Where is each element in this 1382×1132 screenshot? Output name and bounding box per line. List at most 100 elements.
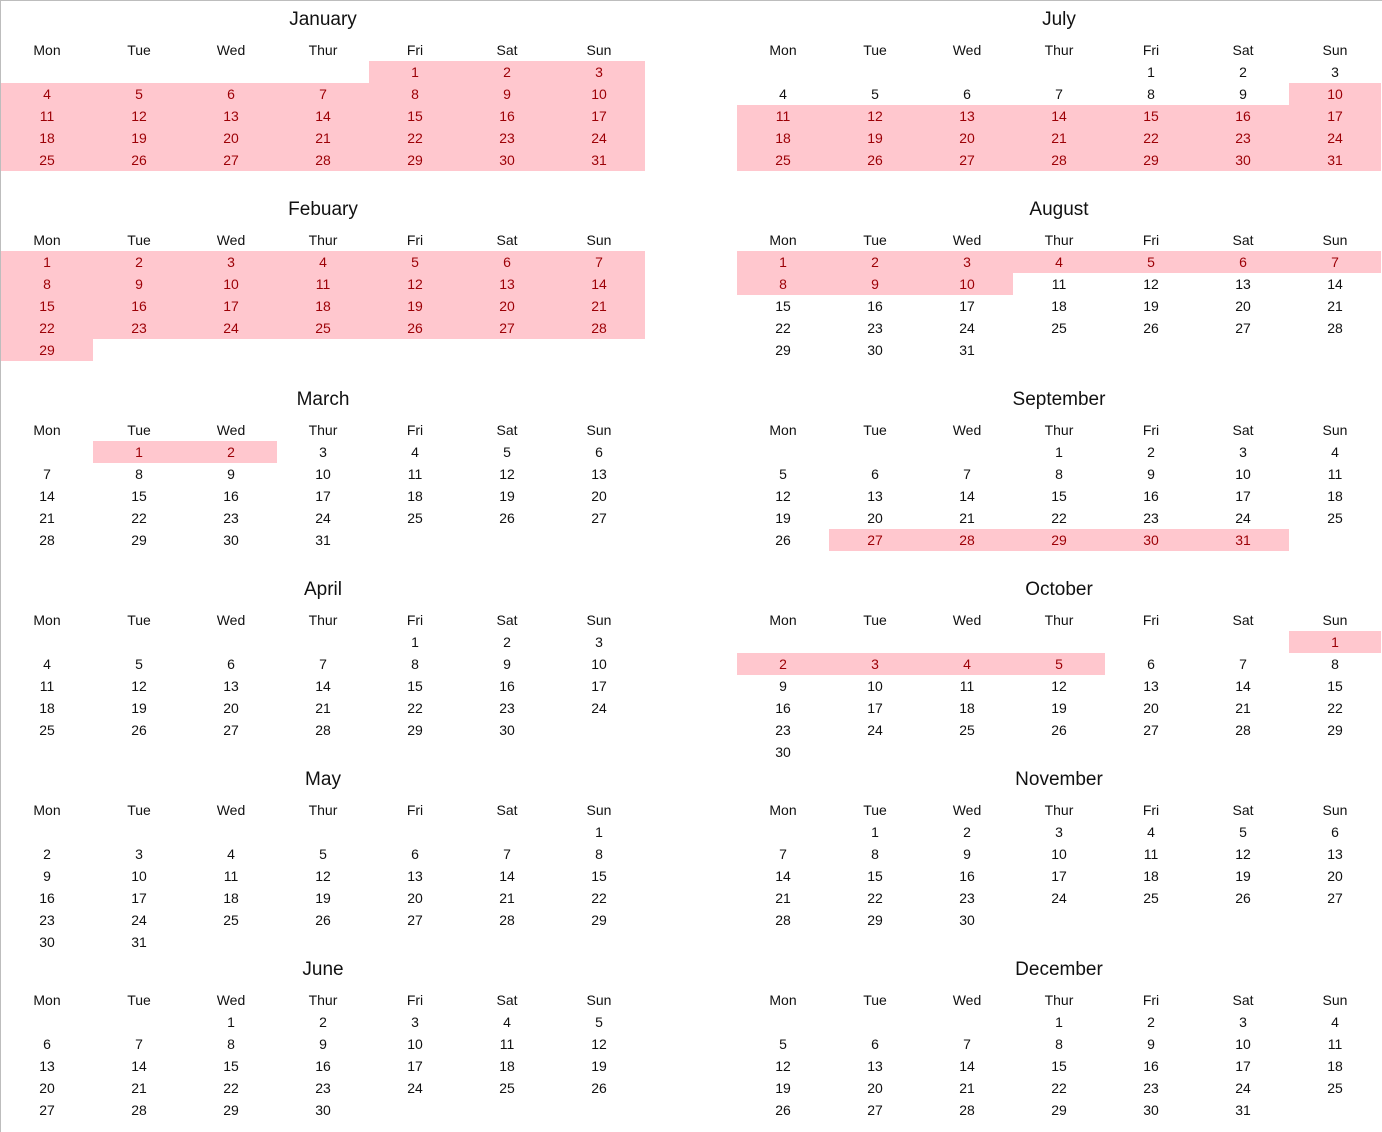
day-cell[interactable]: 18 (407, 488, 423, 504)
day-cell[interactable]: 8 (1055, 466, 1063, 482)
day-cell[interactable]: 13 (921, 105, 1013, 127)
day-cell[interactable]: 6 (1197, 251, 1289, 273)
day-cell[interactable]: 1 (1055, 1014, 1063, 1030)
day-cell[interactable]: 25 (39, 722, 55, 738)
day-cell[interactable]: 11 (1327, 466, 1343, 482)
day-cell[interactable]: 26 (775, 532, 791, 548)
day-cell[interactable]: 9 (963, 846, 971, 862)
day-cell[interactable]: 15 (407, 678, 423, 694)
day-cell[interactable]: 23 (39, 912, 55, 928)
day-cell[interactable]: 14 (553, 273, 645, 295)
day-cell[interactable]: 10 (1235, 466, 1251, 482)
day-cell[interactable]: 27 (1235, 320, 1251, 336)
day-cell[interactable]: 16 (959, 868, 975, 884)
day-cell[interactable]: 31 (131, 934, 147, 950)
day-cell[interactable]: 27 (39, 1102, 55, 1118)
day-cell[interactable]: 27 (921, 149, 1013, 171)
day-cell[interactable]: 18 (499, 1058, 515, 1074)
day-cell[interactable]: 21 (1327, 298, 1343, 314)
day-cell[interactable]: 10 (867, 678, 883, 694)
day-cell[interactable]: 17 (867, 700, 883, 716)
day-cell[interactable]: 6 (411, 846, 419, 862)
day-cell[interactable]: 25 (499, 1080, 515, 1096)
day-cell[interactable]: 9 (503, 656, 511, 672)
day-cell[interactable]: 24 (1235, 510, 1251, 526)
day-cell[interactable]: 11 (407, 466, 423, 482)
day-cell[interactable]: 26 (93, 149, 185, 171)
day-cell[interactable]: 3 (411, 1014, 419, 1030)
day-cell[interactable]: 30 (1143, 1102, 1159, 1118)
day-cell[interactable]: 3 (319, 444, 327, 460)
day-cell[interactable]: 23 (461, 127, 553, 149)
day-cell[interactable]: 3 (135, 846, 143, 862)
day-cell[interactable]: 30 (959, 912, 975, 928)
day-cell[interactable]: 6 (43, 1036, 51, 1052)
day-cell[interactable]: 8 (135, 466, 143, 482)
day-cell[interactable]: 11 (1327, 1036, 1343, 1052)
day-cell[interactable]: 3 (829, 653, 921, 675)
day-cell[interactable]: 6 (1331, 824, 1339, 840)
day-cell[interactable]: 17 (553, 105, 645, 127)
day-cell[interactable]: 7 (277, 83, 369, 105)
day-cell[interactable]: 16 (39, 890, 55, 906)
day-cell[interactable]: 23 (315, 1080, 331, 1096)
day-cell[interactable]: 10 (553, 83, 645, 105)
day-cell[interactable]: 12 (93, 105, 185, 127)
day-cell[interactable]: 20 (39, 1080, 55, 1096)
day-cell[interactable]: 24 (553, 127, 645, 149)
day-cell[interactable]: 9 (829, 273, 921, 295)
day-cell[interactable]: 27 (223, 722, 239, 738)
day-cell[interactable]: 4 (921, 653, 1013, 675)
day-cell[interactable]: 21 (499, 890, 515, 906)
day-cell[interactable]: 13 (1327, 846, 1343, 862)
day-cell[interactable]: 1 (595, 824, 603, 840)
day-cell[interactable]: 27 (185, 149, 277, 171)
day-cell[interactable]: 14 (1235, 678, 1251, 694)
day-cell[interactable]: 20 (1327, 868, 1343, 884)
day-cell[interactable]: 27 (461, 317, 553, 339)
day-cell[interactable]: 14 (39, 488, 55, 504)
day-cell[interactable]: 21 (959, 510, 975, 526)
day-cell[interactable]: 22 (1105, 127, 1197, 149)
day-cell[interactable]: 14 (775, 868, 791, 884)
day-cell[interactable]: 16 (223, 488, 239, 504)
day-cell[interactable]: 24 (867, 722, 883, 738)
day-cell[interactable]: 11 (1051, 276, 1067, 292)
day-cell[interactable]: 4 (277, 251, 369, 273)
day-cell[interactable]: 28 (499, 912, 515, 928)
day-cell[interactable]: 4 (43, 656, 51, 672)
day-cell[interactable]: 1 (411, 634, 419, 650)
day-cell[interactable]: 24 (591, 700, 607, 716)
day-cell[interactable]: 18 (1327, 488, 1343, 504)
day-cell[interactable]: 27 (829, 529, 921, 551)
day-cell[interactable]: 4 (411, 444, 419, 460)
day-cell[interactable]: 16 (867, 298, 883, 314)
day-cell[interactable]: 26 (1143, 320, 1159, 336)
day-cell[interactable]: 3 (921, 251, 1013, 273)
day-cell[interactable]: 1 (369, 61, 461, 83)
day-cell[interactable]: 20 (223, 700, 239, 716)
day-cell[interactable]: 14 (1013, 105, 1105, 127)
day-cell[interactable]: 20 (1235, 298, 1251, 314)
day-cell[interactable]: 19 (315, 890, 331, 906)
day-cell[interactable]: 4 (227, 846, 235, 862)
day-cell[interactable]: 13 (1235, 276, 1251, 292)
day-cell[interactable]: 4 (1, 83, 93, 105)
day-cell[interactable]: 4 (1013, 251, 1105, 273)
day-cell[interactable]: 25 (407, 510, 423, 526)
day-cell[interactable]: 9 (779, 678, 787, 694)
day-cell[interactable]: 11 (277, 273, 369, 295)
day-cell[interactable]: 15 (223, 1058, 239, 1074)
day-cell[interactable]: 2 (319, 1014, 327, 1030)
day-cell[interactable]: 15 (369, 105, 461, 127)
day-cell[interactable]: 2 (829, 251, 921, 273)
day-cell[interactable]: 11 (1, 105, 93, 127)
day-cell[interactable]: 21 (775, 890, 791, 906)
day-cell[interactable]: 19 (93, 127, 185, 149)
day-cell[interactable]: 5 (779, 466, 787, 482)
day-cell[interactable]: 27 (1143, 722, 1159, 738)
day-cell[interactable]: 20 (1143, 700, 1159, 716)
day-cell[interactable]: 28 (39, 532, 55, 548)
day-cell[interactable]: 26 (369, 317, 461, 339)
day-cell[interactable]: 26 (1051, 722, 1067, 738)
